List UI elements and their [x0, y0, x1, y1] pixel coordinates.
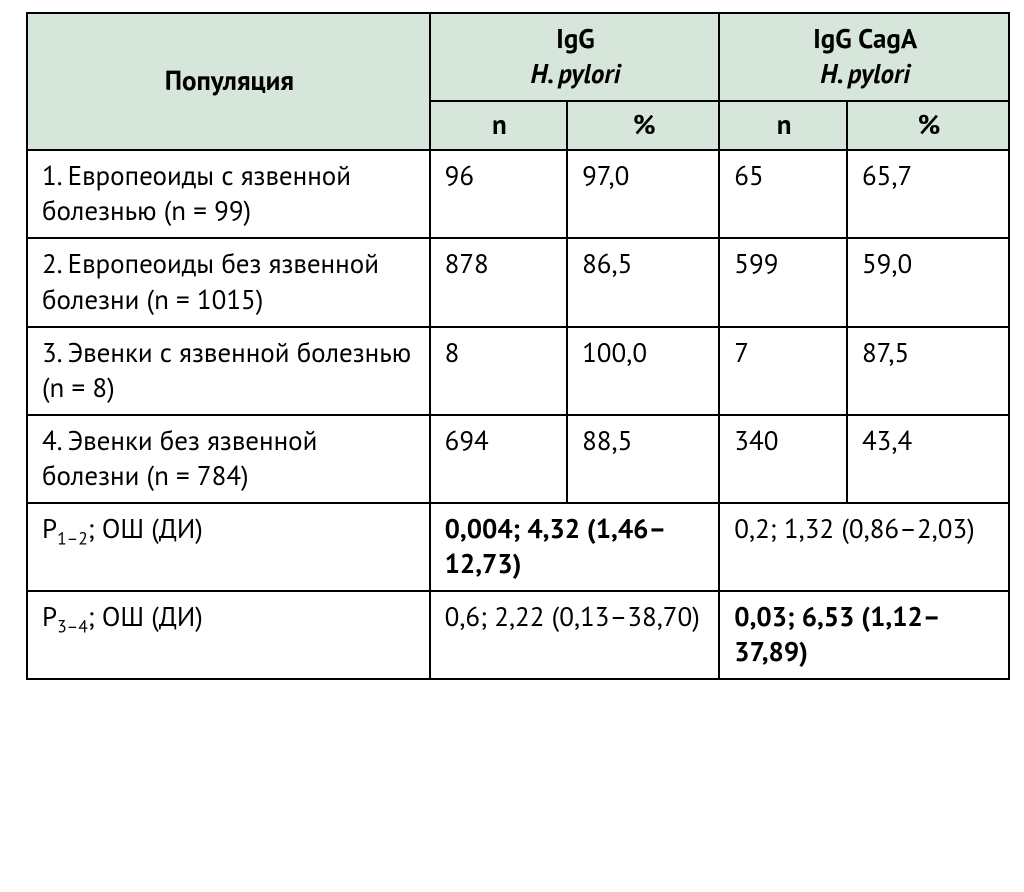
cell-stats-label: P1–2; ОШ (ДИ): [27, 503, 430, 591]
cell-stats-label: P3–4; ОШ (ДИ): [27, 591, 430, 679]
table-header: Популяция IgG H. pylori IgG CagA H. pylo…: [27, 13, 1009, 150]
cell-caga-pct: 59,0: [847, 238, 1009, 326]
cell-igg-pct: 100,0: [567, 327, 719, 415]
cell-igg-n: 96: [430, 150, 567, 238]
col-subheader-igg-n: n: [430, 101, 567, 150]
cell-stats-caga: 0,2; 1,32 (0,86–2,03): [719, 503, 1009, 591]
table-row-stats: P3–4; ОШ (ДИ) 0,6; 2,22 (0,13–38,70) 0,0…: [27, 591, 1009, 679]
cell-igg-n: 878: [430, 238, 567, 326]
data-table: Популяция IgG H. pylori IgG CagA H. pylo…: [26, 12, 1010, 680]
table-row: 2. Европеоиды без язвенной болезни (n = …: [27, 238, 1009, 326]
cell-population: 3. Эвенки с язвенной болезнью (n = 8): [27, 327, 430, 415]
cell-igg-pct: 86,5: [567, 238, 719, 326]
col-header-caga-line1: IgG CagA: [813, 22, 917, 56]
stats-label-sub: 3–4: [57, 615, 88, 638]
col-header-igg-line1: IgG: [556, 22, 595, 56]
cell-igg-pct: 97,0: [567, 150, 719, 238]
stats-label-suffix: ; ОШ (ДИ): [88, 600, 203, 634]
stats-label-sub: 1–2: [57, 526, 88, 549]
stats-label-prefix: P: [42, 512, 57, 546]
col-header-igg-line2: H. pylori: [531, 57, 621, 91]
col-header-population: Популяция: [27, 13, 430, 150]
cell-caga-n: 340: [719, 415, 847, 503]
cell-stats-igg: 0,6; 2,22 (0,13–38,70): [430, 591, 720, 679]
cell-igg-pct: 88,5: [567, 415, 719, 503]
cell-caga-pct: 43,4: [847, 415, 1009, 503]
col-header-caga: IgG CagA H. pylori: [719, 13, 1009, 101]
col-subheader-igg-pct: %: [567, 101, 719, 150]
table-container: Популяция IgG H. pylori IgG CagA H. pylo…: [0, 0, 1024, 692]
cell-caga-n: 599: [719, 238, 847, 326]
cell-stats-igg: 0,004; 4,32 (1,46–12,73): [430, 503, 720, 591]
cell-population: 4. Эвенки без язвенной болезни (n = 784): [27, 415, 430, 503]
stats-label-prefix: P: [42, 600, 57, 634]
cell-igg-n: 694: [430, 415, 567, 503]
stats-label-suffix: ; ОШ (ДИ): [88, 512, 203, 546]
table-row: 4. Эвенки без язвенной болезни (n = 784)…: [27, 415, 1009, 503]
cell-caga-pct: 87,5: [847, 327, 1009, 415]
col-header-igg: IgG H. pylori: [430, 13, 720, 101]
cell-igg-n: 8: [430, 327, 567, 415]
cell-caga-n: 7: [719, 327, 847, 415]
col-subheader-caga-pct: %: [847, 101, 1009, 150]
cell-population: 2. Европеоиды без язвенной болезни (n = …: [27, 238, 430, 326]
cell-stats-caga: 0,03; 6,53 (1,12–37,89): [719, 591, 1009, 679]
table-body: 1. Европеоиды с язвенной болезнью (n = 9…: [27, 150, 1009, 679]
cell-caga-n: 65: [719, 150, 847, 238]
col-header-caga-line2: H. pylori: [820, 57, 910, 91]
table-row-stats: P1–2; ОШ (ДИ) 0,004; 4,32 (1,46–12,73) 0…: [27, 503, 1009, 591]
cell-population: 1. Европеоиды с язвенной болезнью (n = 9…: [27, 150, 430, 238]
col-subheader-caga-n: n: [719, 101, 847, 150]
table-row: 3. Эвенки с язвенной болезнью (n = 8) 8 …: [27, 327, 1009, 415]
table-row: 1. Европеоиды с язвенной болезнью (n = 9…: [27, 150, 1009, 238]
cell-caga-pct: 65,7: [847, 150, 1009, 238]
